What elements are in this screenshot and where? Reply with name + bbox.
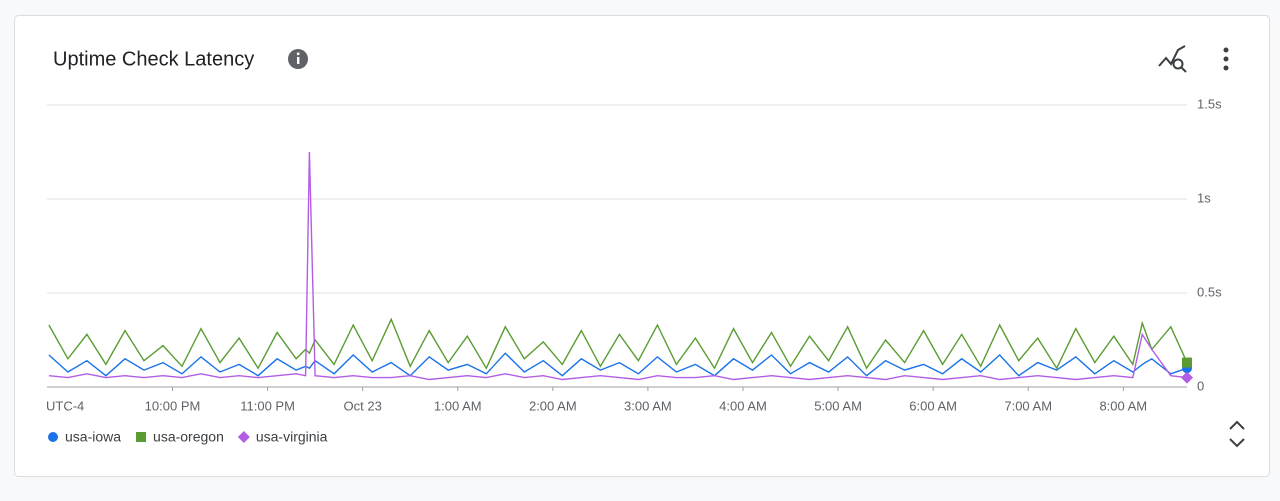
y-tick-label: 0: [1197, 378, 1204, 393]
info-icon[interactable]: [288, 49, 308, 69]
series-line: [48, 317, 1188, 370]
legend-marker: [237, 431, 250, 443]
y-tick-label: 1s: [1197, 190, 1211, 205]
more-icon[interactable]: [1223, 47, 1229, 71]
x-tick-label: 1:00 AM: [434, 398, 482, 413]
x-tick-label: 6:00 AM: [909, 398, 957, 413]
x-tick-label: 10:00 PM: [145, 398, 201, 413]
x-tick-label: 11:00 PM: [240, 398, 295, 413]
x-tick-label: Oct 23: [344, 398, 382, 413]
chart-title: Uptime Check Latency: [53, 48, 254, 70]
y-tick-label: 0.5s: [1197, 284, 1222, 299]
legend-label: usa-iowa: [65, 429, 121, 445]
x-tick-label: 4:00 AM: [719, 398, 767, 413]
series-line: [48, 352, 1188, 377]
x-tick-label: 2:00 AM: [529, 398, 577, 413]
x-tick-label: 8:00 AM: [1099, 398, 1147, 413]
legend-marker: [136, 432, 147, 442]
legend-marker: [48, 432, 58, 442]
explore-icon[interactable]: [1158, 45, 1187, 73]
x-tick-label: 5:00 AM: [814, 398, 862, 413]
series-line: [48, 151, 1188, 381]
end-marker: [1182, 357, 1192, 368]
legend-label: usa-oregon: [153, 429, 224, 445]
legend-label: usa-virginia: [256, 429, 328, 445]
x-tick-label: 7:00 AM: [1004, 398, 1052, 413]
end-marker: [1181, 371, 1193, 384]
expand-icon[interactable]: [1229, 420, 1245, 448]
x-tick-label: 3:00 AM: [624, 398, 672, 413]
card: [14, 15, 1270, 477]
timezone-label: UTC-4: [46, 398, 84, 413]
y-tick-label: 1.5s: [1197, 96, 1222, 111]
